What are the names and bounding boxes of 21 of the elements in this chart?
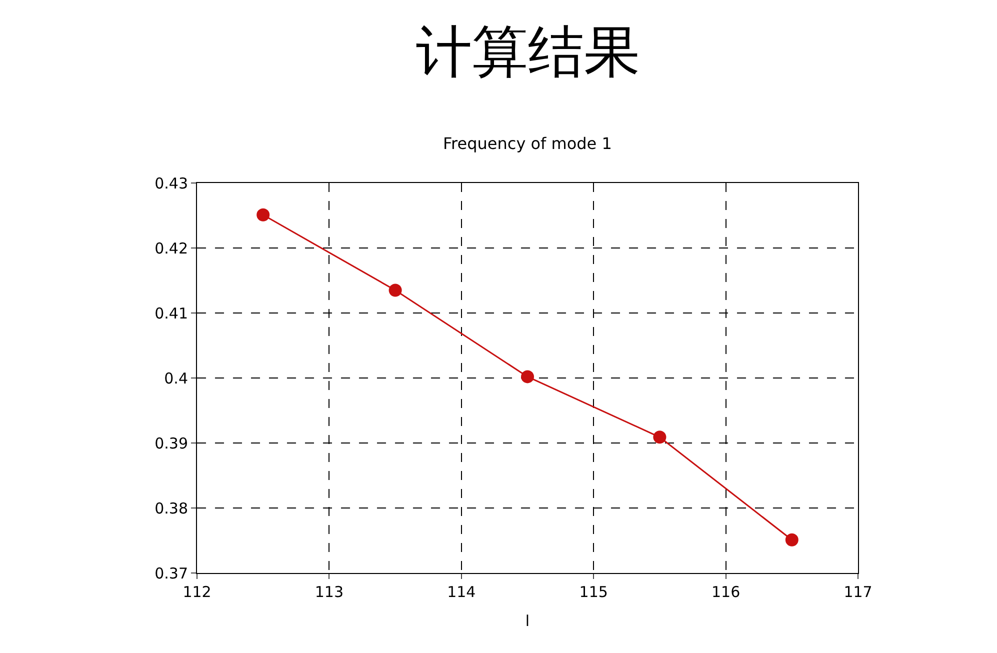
- y-tick-label: 0.4: [164, 369, 188, 388]
- x-tick-label: 115: [579, 583, 608, 601]
- y-tick-label: 0.38: [154, 499, 188, 518]
- point: [388, 284, 402, 297]
- y-tick-label: 0.43: [154, 174, 188, 192]
- x-tick-label: 117: [844, 583, 872, 601]
- point: [653, 430, 666, 444]
- y-tick-label: 0.41: [154, 304, 188, 322]
- x-tick-label: 113: [314, 583, 344, 601]
- x-tick-label: 112: [182, 583, 212, 601]
- point: [256, 208, 270, 222]
- y-tick-label: 0.39: [154, 434, 188, 452]
- chart-title: 计算结果: [416, 20, 640, 85]
- point: [521, 370, 534, 384]
- point: [785, 533, 798, 546]
- y-tick-label: 0.37: [154, 564, 188, 582]
- y-tick-label: 0.42: [154, 239, 188, 258]
- x-tick-label: 116: [711, 583, 740, 601]
- x-tick-label: 114: [447, 583, 476, 601]
- x-axis-title: l: [525, 612, 530, 630]
- chart-subtitle: Frequency of mode 1: [443, 134, 612, 153]
